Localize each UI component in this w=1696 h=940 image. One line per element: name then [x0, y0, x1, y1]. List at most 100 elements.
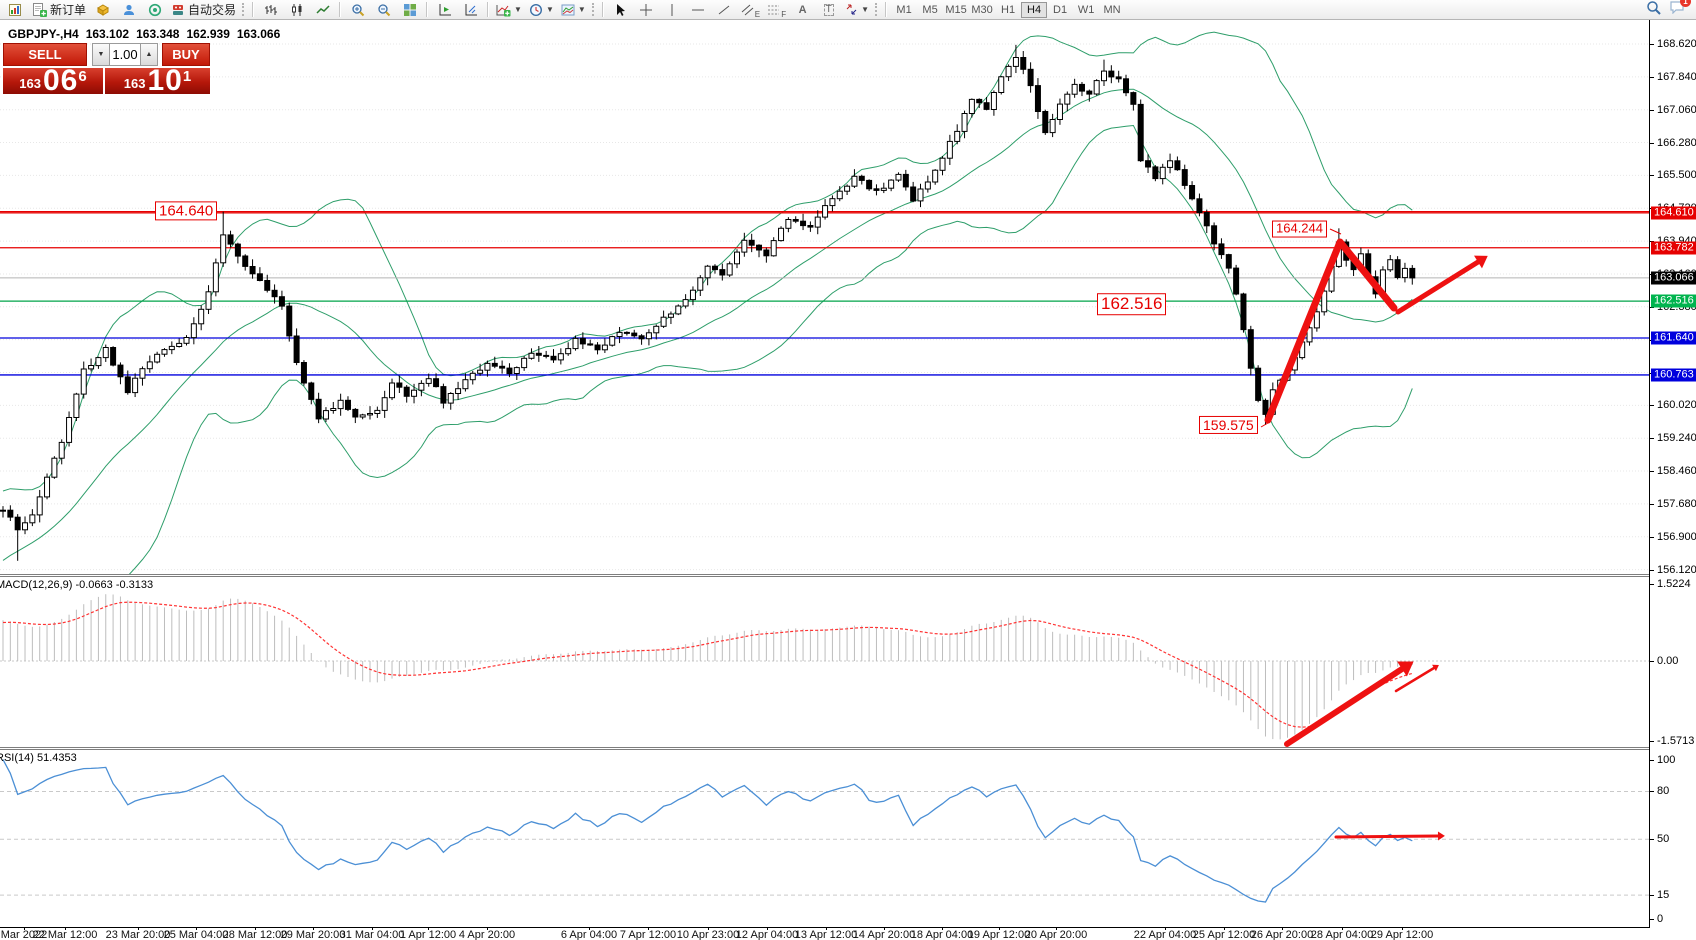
- timeframe-w1[interactable]: W1: [1077, 3, 1095, 16]
- autotrade-icon: [173, 4, 184, 15]
- dropdown-caret-icon: ▼: [514, 4, 522, 14]
- timeframe-m15[interactable]: M15: [945, 3, 967, 16]
- auto-scroll-button[interactable]: [432, 1, 457, 19]
- price-tick-label: 160.020: [1657, 399, 1696, 412]
- bar-chart-icon: [264, 4, 277, 15]
- search-button[interactable]: [1646, 0, 1661, 20]
- time-axis[interactable]: Mar 2022 22 Mar 12:00 23 Mar 20:00 25 Mar 0…: [0, 927, 1696, 940]
- chart-candles-button[interactable]: [284, 1, 309, 19]
- horizontal-line-tool-button[interactable]: [686, 1, 711, 19]
- price-tick-label: 167.060: [1657, 103, 1696, 116]
- rsi-indicator-canvas[interactable]: [0, 750, 1649, 927]
- time-tick: [708, 927, 709, 930]
- price-tick-label: 168.620: [1657, 38, 1696, 50]
- rsi-tick: [1650, 895, 1654, 897]
- tile-windows-button[interactable]: [397, 1, 422, 19]
- chart-line-button[interactable]: [310, 1, 335, 19]
- profile-button[interactable]: [116, 1, 141, 19]
- autotrade-button[interactable]: 自动交易: [168, 1, 239, 19]
- sell-price-pip: 6: [78, 68, 87, 85]
- indicators-button[interactable]: ▼: [493, 1, 525, 19]
- chart-bars-button[interactable]: [258, 1, 283, 19]
- timeframe-h1[interactable]: H1: [1001, 3, 1016, 16]
- panel-separator[interactable]: [0, 574, 1696, 577]
- cursor-tool-button[interactable]: [608, 1, 633, 19]
- time-axis-line: [0, 927, 1650, 928]
- timeframe-m30[interactable]: M30: [971, 3, 993, 16]
- volume-increase-button[interactable]: ▲: [140, 43, 158, 66]
- new-order-button[interactable]: 新订单: [29, 1, 89, 19]
- timeframe-mn[interactable]: MN: [1103, 3, 1121, 16]
- time-label: 20 Apr 20:00: [1024, 929, 1088, 940]
- price-tick-label: 167.840: [1657, 70, 1696, 83]
- fibonacci-icon: [768, 5, 780, 15]
- price-axis[interactable]: 168.620167.840167.060166.280165.500164.7…: [1649, 20, 1696, 927]
- time-tick: [428, 927, 429, 930]
- zoom-in-button[interactable]: [345, 1, 370, 19]
- search-icon: [1647, 0, 1661, 15]
- time-tick: [826, 927, 827, 930]
- price-tick-label: 156.900: [1657, 530, 1696, 543]
- buy-button[interactable]: BUY: [162, 43, 210, 66]
- buy-price-pip: 1: [182, 68, 192, 85]
- time-label: 18 Apr 04:00: [910, 929, 974, 940]
- new-chart-button[interactable]: [3, 1, 28, 19]
- timeframe-m1[interactable]: M1: [896, 3, 912, 16]
- toolbar-right: 1: [1646, 0, 1693, 20]
- timeframe-h4[interactable]: H4: [1021, 1, 1048, 18]
- crop-tool-button[interactable]: [90, 1, 115, 19]
- candlestick-chart-icon: [291, 3, 302, 16]
- zoom-out-icon: [377, 3, 390, 16]
- timeframe-d1[interactable]: D1: [1053, 3, 1068, 16]
- periods-button[interactable]: ▼: [526, 1, 557, 19]
- fibonacci-tool-button[interactable]: F: [764, 1, 789, 19]
- main-toolbar: 新订单 自动交易 ▼ ▼: [0, 0, 1696, 20]
- timeframe-m5[interactable]: M5: [922, 3, 938, 16]
- time-label: 1 Apr 12:00: [399, 929, 457, 940]
- sell-price-display[interactable]: 163 06 6: [3, 64, 103, 97]
- trendline-tool-button[interactable]: [712, 1, 737, 19]
- toolbar-separator: [426, 2, 429, 17]
- channel-tool-button[interactable]: E: [738, 1, 763, 19]
- price-callout: 164.244: [1272, 220, 1327, 238]
- macd-indicator-canvas[interactable]: [0, 577, 1649, 747]
- rsi-label: RSI(14) 51.4353: [0, 752, 77, 764]
- time-tick: [1282, 927, 1283, 930]
- time-label: 26 Apr 20:00: [1250, 929, 1314, 940]
- price-tick: [1650, 142, 1654, 144]
- text-tool-icon: A: [798, 3, 807, 16]
- price-tick-label: 166.280: [1657, 136, 1696, 149]
- tile-windows-icon: [403, 3, 416, 16]
- notifications-button[interactable]: 1: [1669, 0, 1691, 19]
- signals-button[interactable]: [142, 1, 167, 19]
- price-badge: 161.640: [1651, 331, 1696, 345]
- vertical-line-tool-button[interactable]: [660, 1, 685, 19]
- price-chart-canvas[interactable]: [0, 20, 1649, 574]
- time-label: 29 Apr 12:00: [1370, 929, 1434, 940]
- panel-separator[interactable]: [0, 747, 1696, 750]
- templates-button[interactable]: ▼: [558, 1, 589, 19]
- volume-decrease-button[interactable]: ▼: [92, 43, 110, 66]
- arrows-tool-button[interactable]: ▼: [842, 1, 872, 19]
- rsi-tick: [1650, 839, 1654, 841]
- sell-button[interactable]: SELL: [3, 43, 87, 66]
- time-tick: [65, 927, 66, 930]
- time-tick: [942, 927, 943, 930]
- rsi-axis-label: 50: [1657, 833, 1670, 846]
- chart-shift-button[interactable]: [458, 1, 483, 19]
- volume-input[interactable]: 1.00: [110, 43, 140, 66]
- text-tool-button[interactable]: A: [790, 1, 815, 19]
- time-tick: [589, 927, 590, 930]
- label-tool-button[interactable]: T: [816, 1, 841, 19]
- rsi-tick: [1650, 759, 1654, 761]
- zoom-out-button[interactable]: [371, 1, 396, 19]
- crosshair-tool-button[interactable]: [634, 1, 659, 19]
- buy-price-display[interactable]: 163 10 1: [105, 66, 210, 96]
- rsi-axis-label: 0: [1657, 913, 1664, 925]
- ohlc-open: 163.102: [85, 27, 130, 41]
- price-tick-label: 158.460: [1657, 465, 1696, 478]
- sell-price-big: 06: [42, 64, 79, 97]
- toolbar-separator: [252, 2, 255, 17]
- sell-price-prefix: 163: [19, 76, 41, 91]
